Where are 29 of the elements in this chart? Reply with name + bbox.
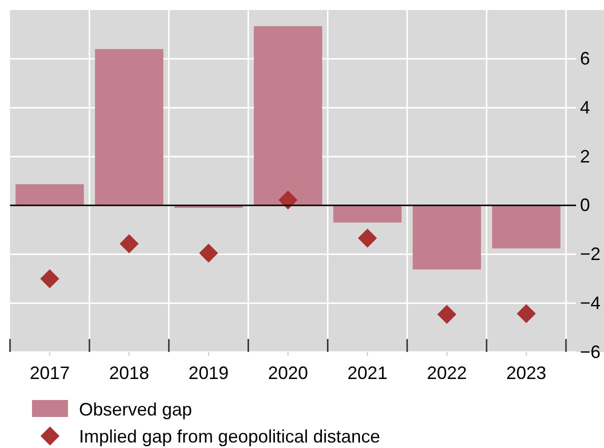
x-tick-label: 2020 <box>268 362 308 383</box>
y-tick-label: −4 <box>580 292 601 313</box>
x-tick-label: 2023 <box>506 362 546 383</box>
y-tick-label: 0 <box>580 195 590 216</box>
y-tick-label: −6 <box>580 342 601 362</box>
point <box>199 244 218 263</box>
point <box>120 234 139 254</box>
bar <box>94 49 164 206</box>
bar <box>412 205 482 270</box>
y-tick-label: 4 <box>580 97 590 118</box>
x-tick-label: 2017 <box>30 362 70 383</box>
point <box>516 304 536 324</box>
bar <box>16 184 84 206</box>
legend-label: Observed gap <box>79 399 192 420</box>
bar <box>254 26 322 206</box>
legend-label: Implied gap from geopolitical distance <box>79 426 380 446</box>
y-tick-label: 6 <box>580 48 590 69</box>
bar <box>333 205 402 223</box>
y-tick-label: −2 <box>580 244 601 264</box>
point <box>358 228 377 248</box>
y-tick-label: 2 <box>580 146 590 166</box>
x-tick-label: 2021 <box>347 362 388 383</box>
bar <box>492 205 560 248</box>
point <box>40 269 60 288</box>
point <box>278 190 298 210</box>
point <box>437 304 456 324</box>
x-tick-label: 2019 <box>188 362 229 383</box>
x-tick-label: 2022 <box>426 362 467 383</box>
x-tick-label: 2018 <box>109 362 150 383</box>
